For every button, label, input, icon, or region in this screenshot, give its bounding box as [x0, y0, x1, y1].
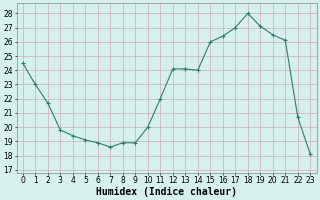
- X-axis label: Humidex (Indice chaleur): Humidex (Indice chaleur): [96, 186, 237, 197]
